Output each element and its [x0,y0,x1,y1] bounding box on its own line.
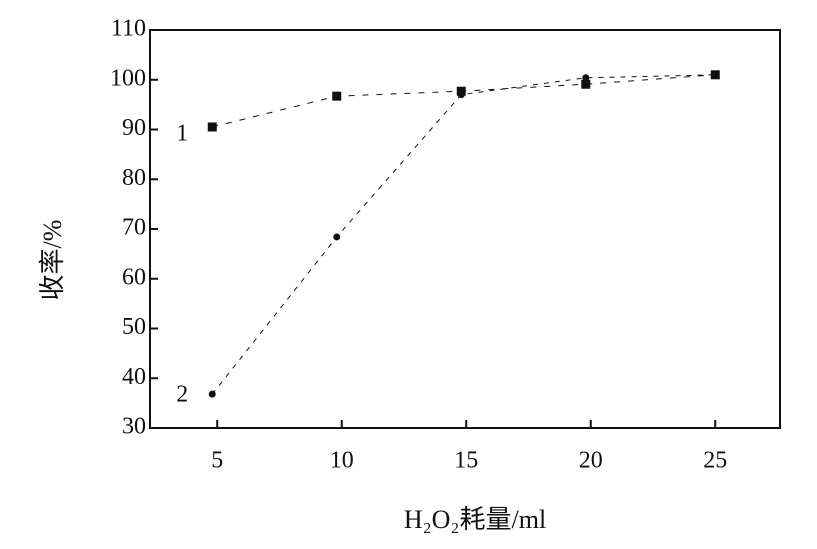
x-tick-label: 5 [211,448,223,474]
series-label: 2 [176,382,188,408]
x-tick-label: 20 [579,448,603,474]
y-tick-label: 30 [122,414,146,440]
y-tick-label: 60 [122,264,146,290]
point [711,71,719,79]
x-tick-label: 15 [454,448,478,474]
series-line [212,74,716,128]
point [207,122,217,132]
x-tick-label: 25 [703,448,727,474]
x-tick-label: 10 [330,448,354,474]
y-tick-label: 70 [122,215,146,241]
point [332,91,342,101]
point [582,74,590,82]
y-tick-label: 100 [110,65,146,91]
y-tick-label: 50 [122,314,146,340]
y-tick-label: 40 [122,364,146,390]
series-line [211,74,716,395]
point [333,233,341,241]
y-tick-label: 90 [122,115,146,141]
point [581,79,591,89]
x-axis-title: H₂O₂耗量/ml [404,505,546,534]
y-tick-label: 80 [122,165,146,191]
point [457,91,465,99]
y-axis-title: 收率/% [38,220,67,301]
series-label: 1 [176,121,188,147]
y-tick-label: 110 [111,16,146,42]
point [208,390,216,398]
